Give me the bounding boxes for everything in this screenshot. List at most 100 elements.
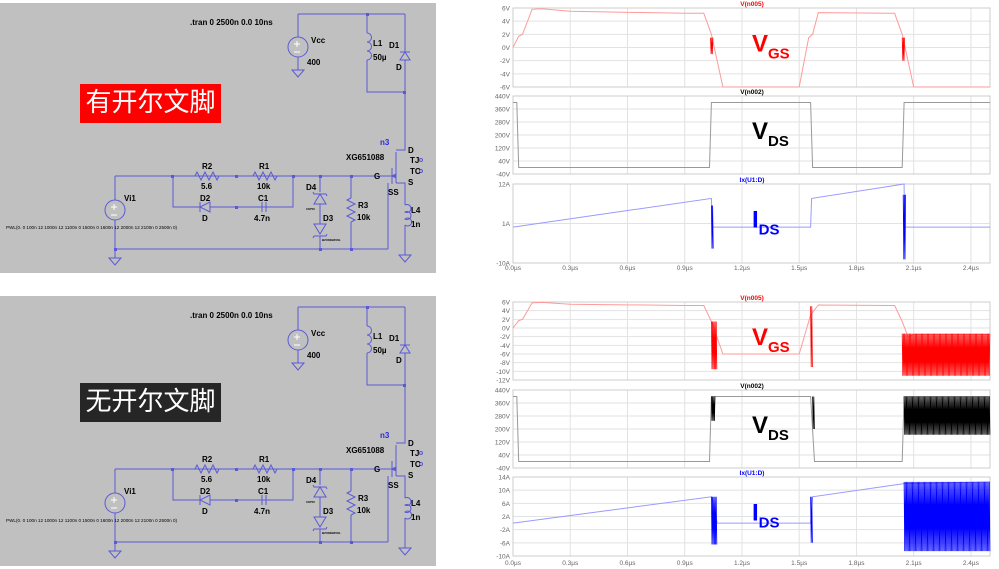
schematic-background — [0, 296, 436, 566]
x-tick-label: 0.9µs — [677, 560, 694, 567]
c1-name: C1 — [258, 487, 269, 496]
schematic-background — [0, 3, 436, 273]
resistor-r1 — [236, 463, 278, 475]
x-tick-label: 0.6µs — [619, 560, 636, 567]
r1-value: 10k — [257, 182, 271, 191]
pin-tc: TC — [410, 460, 421, 469]
x-tick-label: 2.4µs — [963, 265, 980, 272]
mosfet-model: XG651088 — [346, 153, 385, 162]
y-tick-label: 2A — [502, 514, 511, 521]
l4-value: 1n — [411, 513, 420, 522]
c1-name: C1 — [258, 194, 269, 203]
big-label: VGS — [752, 324, 790, 356]
d1-value: D — [396, 356, 402, 365]
resistor-r3 — [345, 490, 357, 516]
big-label-main: V — [752, 118, 768, 145]
ground-symbols — [107, 69, 413, 266]
y-tick-label: 280V — [495, 120, 511, 127]
y-tick-label: 6V — [502, 6, 511, 13]
schematic-with-kelvin: .tran 0 2500n 0.0 10ns Vcc 400 L1 50µ D1… — [0, 0, 440, 275]
r3-name: R3 — [358, 201, 369, 210]
x-tick-label: 0.9µs — [677, 265, 694, 272]
subplot-IDS: 12A 1A -10A Ix(U1:D) IDS — [496, 177, 991, 268]
voltage-source-vi1 — [104, 199, 126, 221]
y-tick-label: 0V — [502, 326, 511, 333]
y-tick-label: -10A — [496, 554, 510, 561]
zener-d3 — [312, 516, 328, 532]
c1-value: 4.7n — [254, 507, 270, 516]
big-label: VDS — [752, 118, 789, 150]
schematic-without-kelvin: .tran 0 2500n 0.0 10ns Vcc 400 L1 50µ D1… — [0, 293, 440, 568]
mosfet-gate-arrow — [390, 466, 397, 472]
y-tick-label: 360V — [495, 401, 511, 408]
voltage-source-vcc — [287, 329, 309, 351]
d1-name: D1 — [389, 41, 400, 50]
resistor-r2 — [173, 463, 220, 475]
y-tick-label: -6A — [500, 540, 511, 547]
x-tick-label: 0.3µs — [562, 560, 579, 567]
x-tick-label: 0.0µs — [505, 265, 522, 272]
pin-ss: SS — [388, 481, 399, 490]
zener-d4 — [312, 484, 328, 498]
l4-value: 1n — [411, 220, 420, 229]
ringing-burst — [810, 496, 813, 543]
big-label-sub: DS — [768, 427, 789, 444]
y-tick-label: 10A — [498, 488, 510, 495]
schematic-drawing: .tran 0 2500n 0.0 10ns Vcc 400 L1 50µ D1… — [0, 3, 436, 273]
pin-g: G — [374, 465, 380, 474]
x-tick-label: 2.1µs — [906, 265, 923, 272]
d1-name: D1 — [389, 334, 400, 343]
y-tick-label: 360V — [495, 107, 511, 114]
d3-value: BZX84B6V8L — [322, 238, 341, 242]
big-label-sub: DS — [759, 221, 780, 238]
y-tick-label: 2V — [502, 32, 511, 39]
y-tick-label: 200V — [495, 427, 511, 434]
wires — [104, 13, 413, 266]
big-label: IDS — [752, 499, 780, 531]
ringing-burst — [901, 37, 905, 61]
inductor-l4 — [403, 204, 413, 227]
tran-directive: .tran 0 2500n 0.0 10ns — [190, 311, 273, 320]
ringing-burst — [812, 396, 815, 430]
inductor-l4 — [403, 497, 413, 520]
resistor-r2 — [173, 170, 220, 182]
r1-name: R1 — [259, 455, 270, 464]
y-tick-label: 6V — [502, 300, 511, 307]
d4-value: 1N750 — [306, 207, 315, 211]
y-tick-label: 440V — [495, 388, 511, 395]
d2-name: D2 — [200, 487, 211, 496]
l1-name: L1 — [373, 39, 383, 48]
tran-directive: .tran 0 2500n 0.0 10ns — [190, 18, 273, 27]
diode-d1 — [399, 344, 411, 354]
big-label: VDS — [752, 412, 789, 444]
y-tick-label: 6A — [502, 501, 511, 508]
big-label-sub: DS — [768, 133, 789, 150]
r2-value: 5.6 — [201, 475, 213, 484]
voltage-source-vcc — [287, 36, 309, 58]
y-tick-label: -10V — [496, 369, 510, 376]
big-label-main: V — [752, 30, 768, 57]
l1-value: 50µ — [373, 53, 387, 62]
y-tick-label: -40V — [496, 172, 510, 179]
d2-value: D — [202, 507, 208, 516]
vcc-value: 400 — [307, 58, 321, 67]
vi1-name: Vi1 — [124, 487, 136, 496]
r2-name: R2 — [202, 162, 213, 171]
big-label-main: V — [752, 412, 768, 439]
ringing-burst — [711, 396, 716, 421]
y-tick-label: 120V — [495, 440, 511, 447]
x-tick-label: 1.5µs — [791, 265, 808, 272]
y-tick-label: 200V — [495, 133, 511, 140]
subplot-VDS: 440V 360V 280V 200V 120V 40V -40V V(n002) VDS — [495, 89, 991, 179]
r3-name: R3 — [358, 494, 369, 503]
x-tick-label: 1.8µs — [848, 265, 865, 272]
trace-title: Ix(U1:D) — [740, 470, 765, 477]
trace-title: V(n002) — [740, 383, 763, 390]
x-tick-label: 1.8µs — [848, 560, 865, 567]
zener-d3 — [312, 223, 328, 239]
x-tick-label: 1.2µs — [734, 265, 751, 272]
y-tick-label: 440V — [495, 94, 511, 101]
d4-name: D4 — [306, 183, 317, 192]
